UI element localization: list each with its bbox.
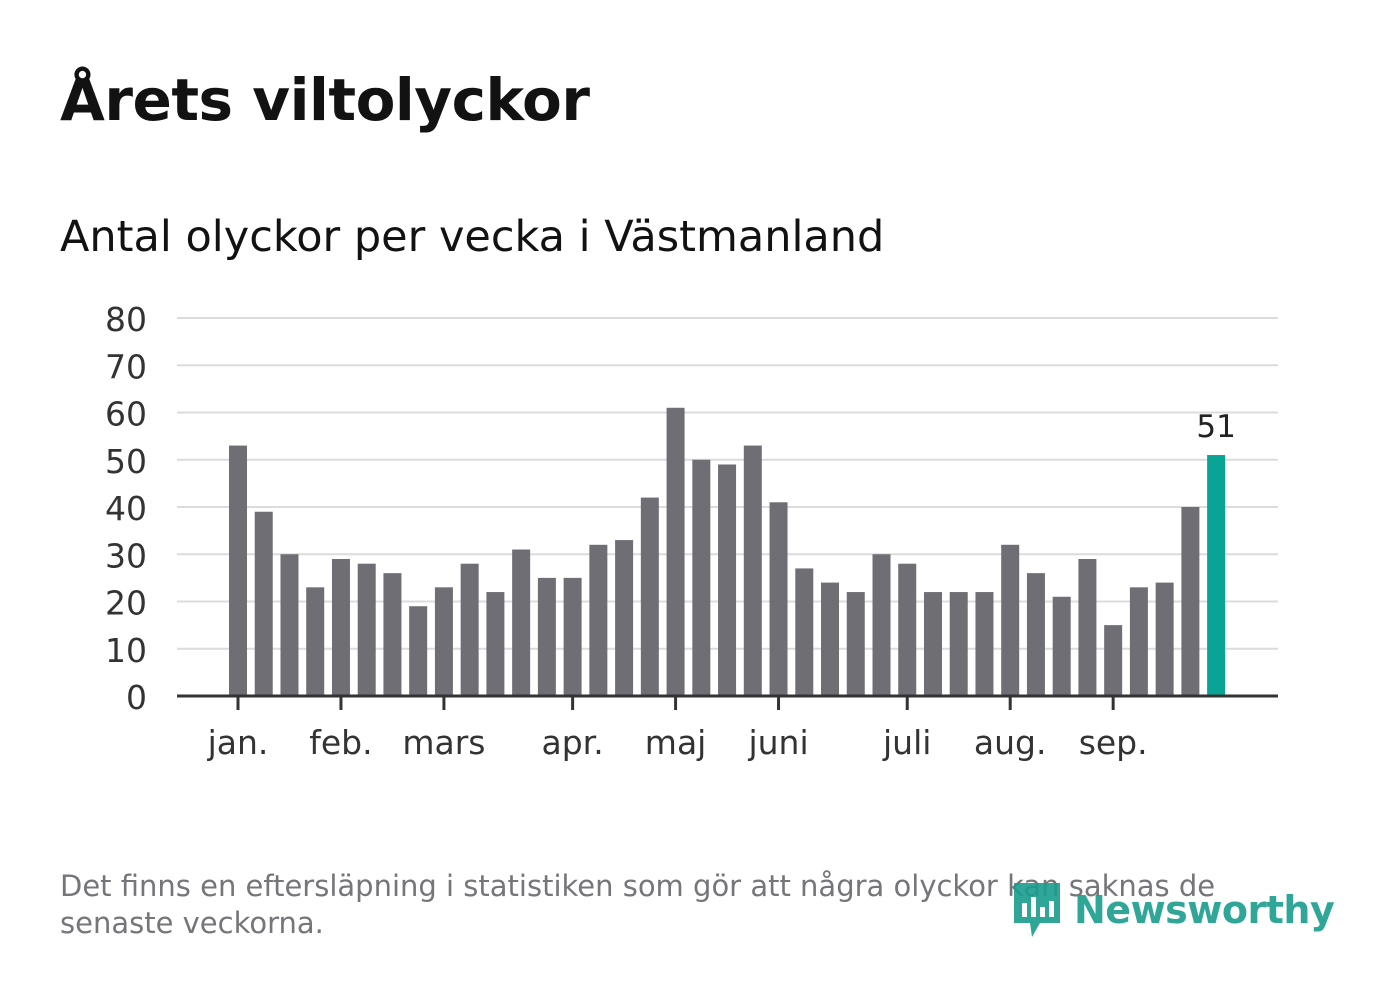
bar	[949, 592, 968, 696]
bar	[563, 577, 582, 696]
y-tick-label: 20	[105, 584, 147, 623]
bar	[640, 497, 659, 696]
bar	[692, 459, 711, 696]
bar	[1001, 544, 1020, 696]
bar	[795, 568, 814, 696]
data-label: 51	[1196, 409, 1235, 445]
x-tick-label: mars	[402, 723, 485, 762]
bar	[1026, 573, 1045, 696]
newsworthy-icon	[1014, 883, 1060, 937]
bar	[1129, 587, 1148, 696]
y-tick-label: 70	[105, 347, 147, 386]
y-tick-label: 80	[105, 300, 147, 339]
bar	[254, 511, 273, 696]
x-tick-label: maj	[645, 723, 707, 762]
bar	[718, 464, 737, 696]
bar	[1181, 507, 1200, 696]
bar	[229, 445, 247, 696]
highlight-bar	[1207, 455, 1226, 696]
x-tick-label: juni	[747, 723, 808, 762]
bar	[434, 587, 453, 696]
bar	[331, 558, 350, 696]
chart-subtitle: Antal olyckor per vecka i Västmanland	[60, 212, 885, 262]
x-tick-label: aug.	[974, 723, 1047, 762]
y-tick-label: 10	[105, 631, 147, 670]
x-tick-label: jan.	[207, 723, 269, 762]
bar	[357, 563, 376, 696]
bar	[1104, 625, 1123, 696]
y-tick-label: 40	[105, 489, 147, 528]
bar	[383, 573, 402, 696]
bar-chart: 0 10 20 30 40 50 60 70 80 51 jan. feb. mars apr. maj ju…	[105, 300, 1278, 762]
bar	[537, 577, 556, 696]
y-tick-label: 50	[105, 442, 147, 481]
bar	[846, 592, 865, 696]
bar	[769, 502, 788, 696]
bar	[1052, 596, 1071, 696]
y-tick-label: 30	[105, 536, 147, 575]
bar	[306, 587, 325, 696]
bar	[923, 592, 942, 696]
x-tick-label: feb.	[309, 723, 372, 762]
bar	[615, 540, 634, 696]
y-tick-label: 60	[105, 395, 147, 434]
bar	[743, 445, 762, 696]
bar	[1155, 582, 1174, 696]
newsworthy-wordmark: Newsworthy	[1074, 888, 1335, 932]
y-tick-label: 0	[126, 678, 147, 717]
newsworthy-logo: Newsworthy	[1010, 878, 1335, 942]
bar	[589, 544, 608, 696]
bar	[975, 592, 994, 696]
bar	[280, 554, 299, 696]
chart-title: Årets viltolyckor	[60, 66, 590, 134]
bar	[821, 582, 840, 696]
bar	[872, 554, 891, 696]
bar	[460, 563, 479, 696]
bar	[666, 407, 685, 696]
bar	[898, 563, 917, 696]
x-tick-label: juli	[882, 723, 931, 762]
bar	[409, 606, 428, 696]
bar	[486, 592, 505, 696]
x-tick-label: sep.	[1079, 723, 1148, 762]
x-tick-label: apr.	[542, 723, 604, 762]
bar	[1078, 558, 1097, 696]
bar	[512, 549, 531, 696]
